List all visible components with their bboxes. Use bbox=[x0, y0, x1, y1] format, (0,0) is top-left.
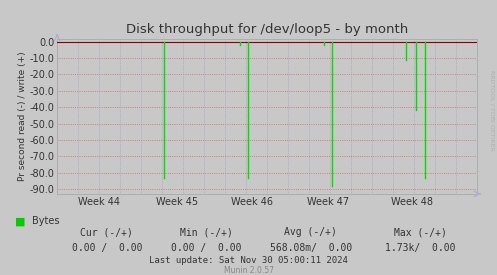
Title: Disk throughput for /dev/loop5 - by month: Disk throughput for /dev/loop5 - by mont… bbox=[126, 23, 408, 36]
Text: 568.08m/  0.00: 568.08m/ 0.00 bbox=[269, 243, 352, 252]
Text: Cur (-/+): Cur (-/+) bbox=[81, 227, 133, 237]
Y-axis label: Pr second read (-) / write (+): Pr second read (-) / write (+) bbox=[17, 51, 27, 181]
Text: ■: ■ bbox=[15, 216, 25, 226]
Text: Bytes: Bytes bbox=[32, 216, 60, 226]
Text: 0.00 /  0.00: 0.00 / 0.00 bbox=[72, 243, 142, 252]
Text: Last update: Sat Nov 30 05:00:11 2024: Last update: Sat Nov 30 05:00:11 2024 bbox=[149, 256, 348, 265]
Text: Max (-/+): Max (-/+) bbox=[394, 227, 446, 237]
Text: RRDTOOL / TOBI OETIKER: RRDTOOL / TOBI OETIKER bbox=[490, 70, 495, 150]
Text: Munin 2.0.57: Munin 2.0.57 bbox=[224, 266, 273, 275]
Text: 0.00 /  0.00: 0.00 / 0.00 bbox=[171, 243, 242, 252]
Text: Avg (-/+): Avg (-/+) bbox=[284, 227, 337, 237]
Text: Min (-/+): Min (-/+) bbox=[180, 227, 233, 237]
Text: 1.73k/  0.00: 1.73k/ 0.00 bbox=[385, 243, 455, 252]
